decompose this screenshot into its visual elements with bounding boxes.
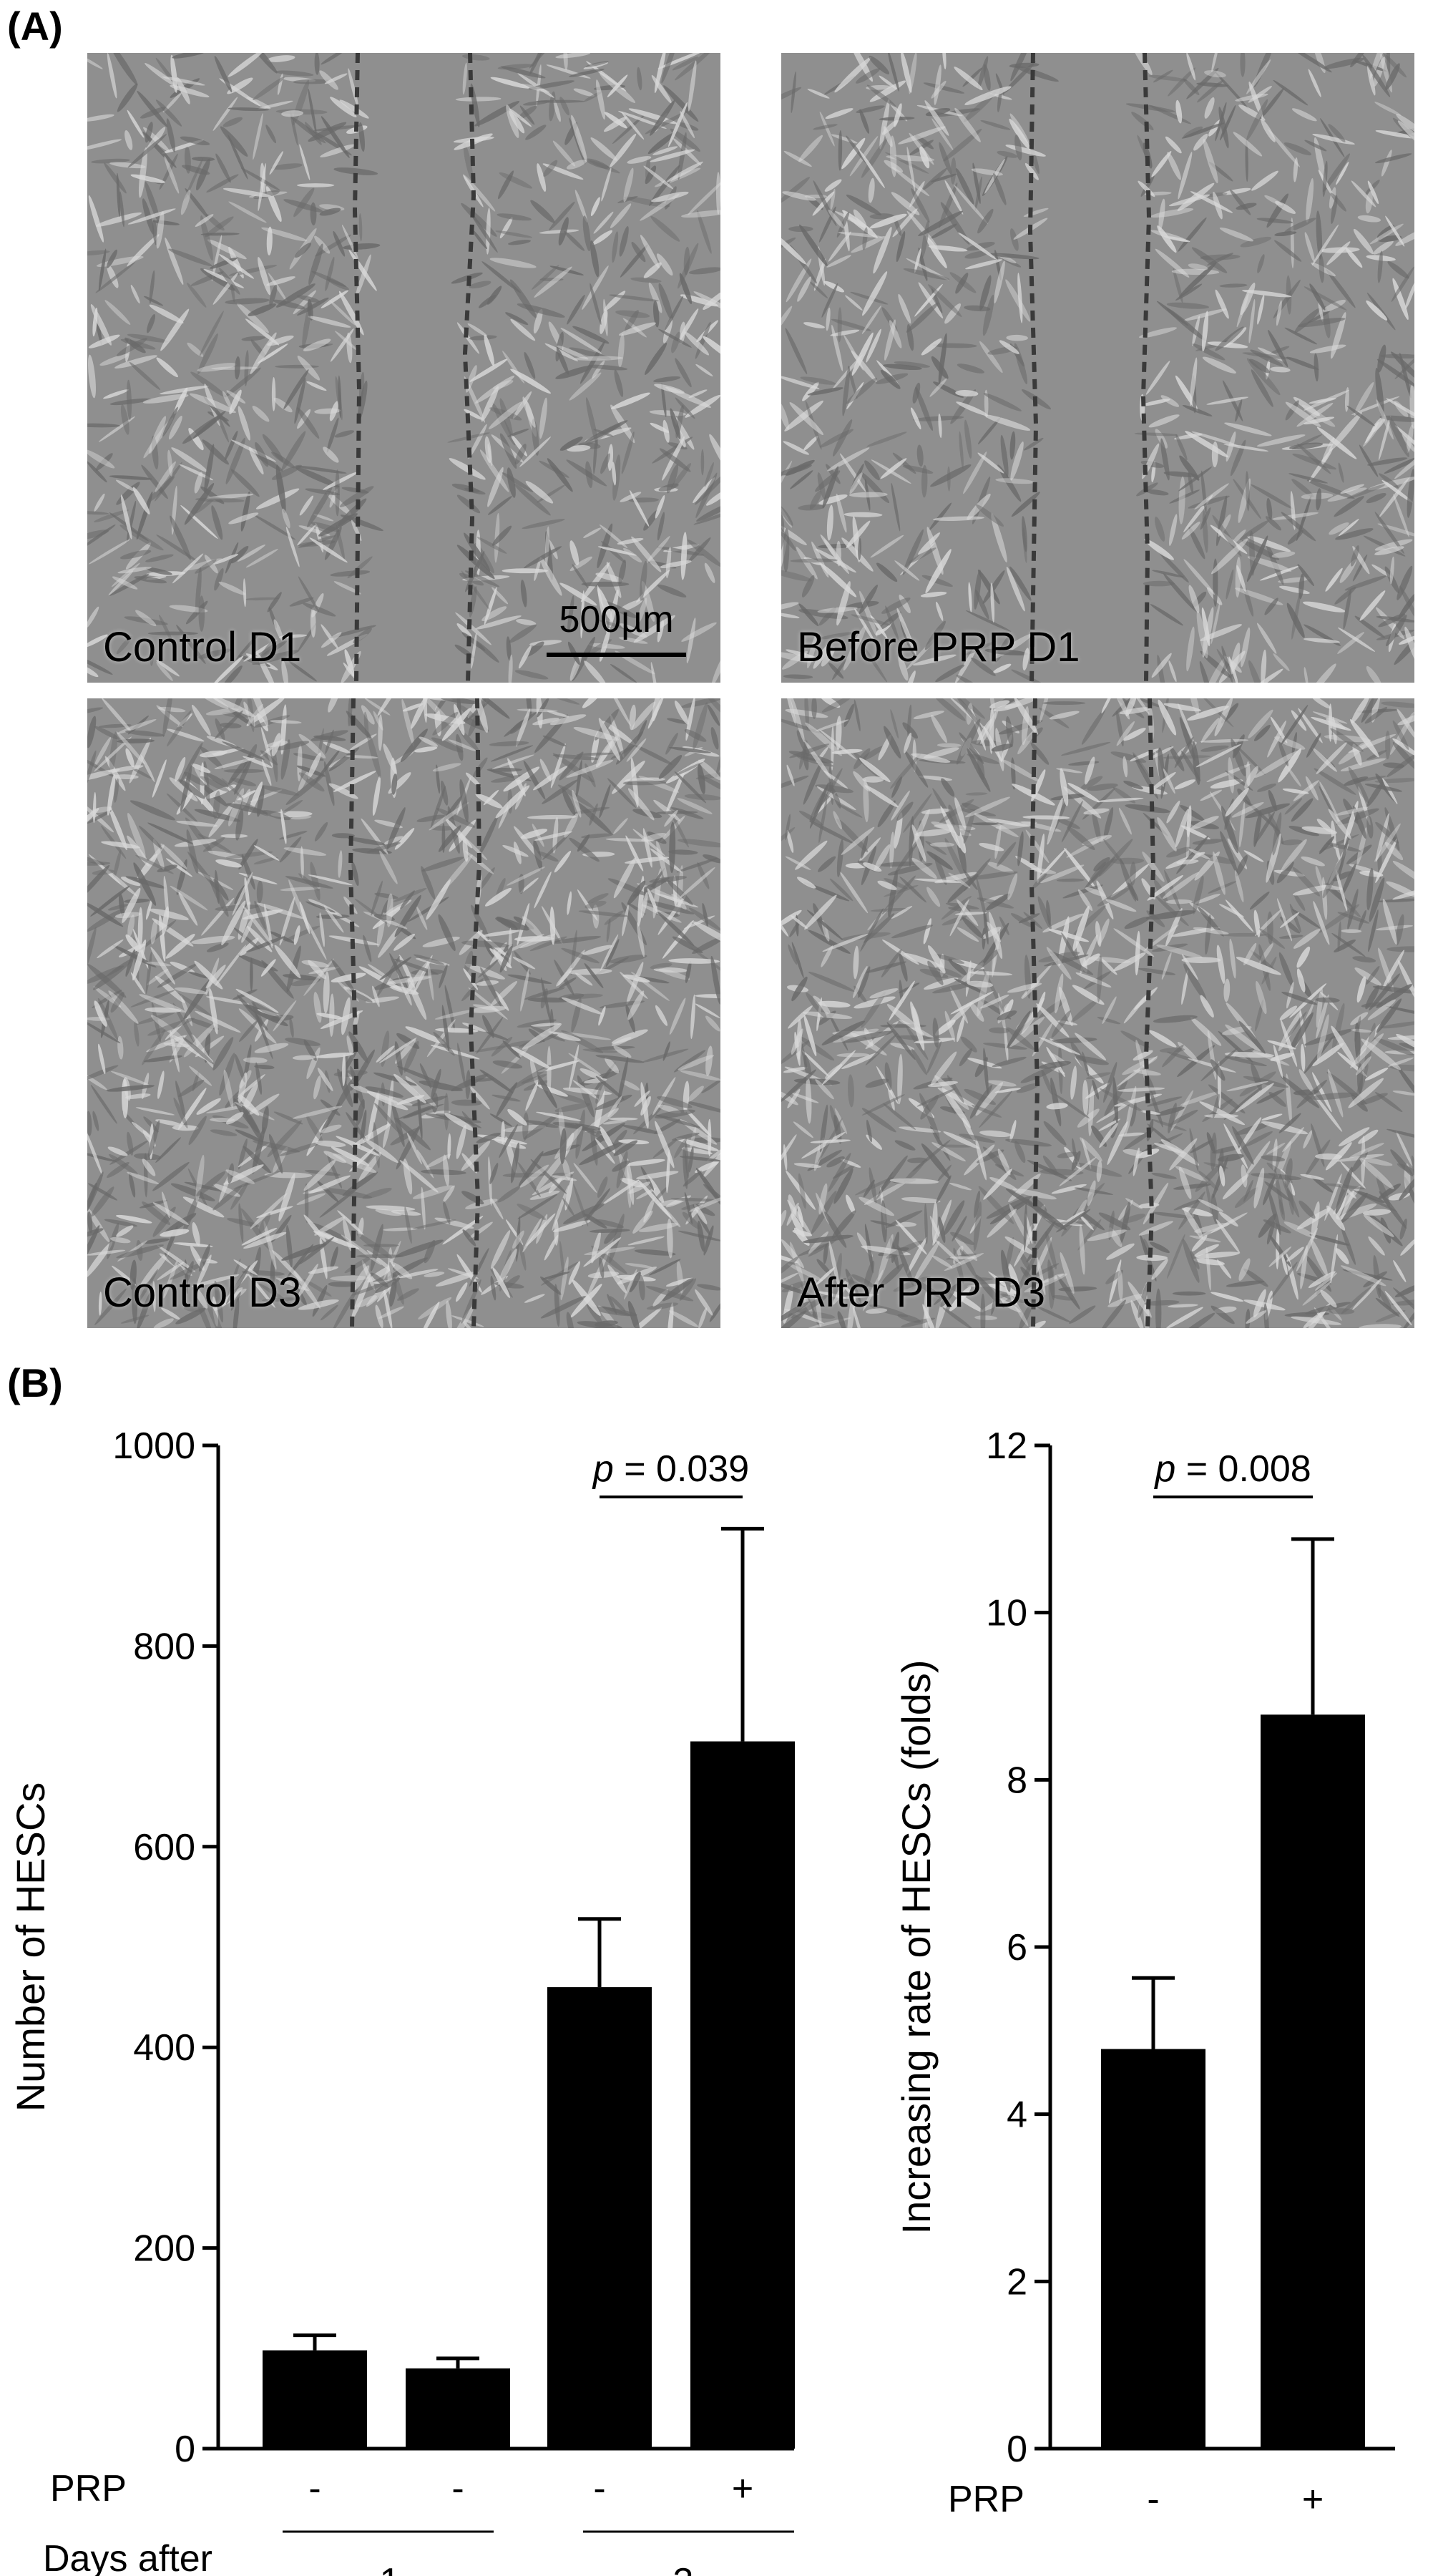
prp-symbol: + (732, 2468, 753, 2509)
micrograph-after-prp-d3: After PRP D3 (781, 698, 1414, 1328)
wound-edges (348, 698, 482, 1328)
group-tick-label: 3 (673, 2561, 694, 2576)
y-axis-label: Number of HESCs (8, 1782, 53, 2112)
prp-row-label: PRP (50, 2468, 127, 2509)
bar (406, 2368, 510, 2449)
cells (87, 53, 720, 683)
scale-bar: 500µm (547, 598, 686, 663)
prp-symbol: - (593, 2468, 605, 2509)
y-tick-label: 0 (1007, 2429, 1027, 2470)
cells (781, 698, 1414, 1328)
prp-row-label: PRP (948, 2479, 1024, 2520)
y-axis-label: Increasing rate of HESCs (folds) (894, 1660, 939, 2235)
y-tick-label: 400 (133, 2027, 195, 2069)
bar (547, 1987, 652, 2449)
y-tick-label: 200 (133, 2228, 195, 2270)
chart-number-of-hescs: 0 200 400 600 800 1000 Number of HESCs p = 0.03… (8, 1425, 795, 2576)
y-tick-label: 8 (1007, 1760, 1027, 1801)
group-tick-label: 1 (380, 2561, 401, 2576)
wound-edges (352, 53, 476, 683)
bar (263, 2350, 367, 2449)
prp-symbol: - (451, 2468, 464, 2509)
chart-increasing-rate: 0 2 4 6 8 10 12 Increasing rate of HESCs (folds… (894, 1425, 1395, 2520)
scale-bar-label: 500µm (559, 599, 674, 640)
micrograph-caption: After PRP D3 (797, 1269, 1046, 1316)
prp-symbol: + (1302, 2479, 1324, 2520)
y-tick-label: 800 (133, 1626, 195, 1667)
p-symbol: p (592, 1448, 614, 1490)
bar (1261, 1714, 1365, 2449)
prp-symbol: - (308, 2468, 321, 2509)
micrograph-control-d1: Control D1 500µm (87, 53, 720, 683)
micrograph-before-prp-d1: Before PRP D1 (781, 53, 1414, 683)
p-value: = 0.008 (1175, 1448, 1311, 1490)
y-tick-label: 600 (133, 1827, 195, 1868)
wound-edges (1027, 53, 1152, 683)
cells (87, 698, 720, 1328)
y-tick-label: 12 (986, 1425, 1027, 1467)
micrograph-control-d3: Control D3 (87, 698, 720, 1328)
y-tick-label: 1000 (112, 1425, 195, 1467)
cell-field (781, 53, 1414, 683)
wound-edges (1029, 698, 1156, 1328)
y-tick-label: 2 (1007, 2261, 1027, 2303)
p-value-label: p = 0.008 (1153, 1448, 1311, 1490)
p-symbol: p (1153, 1448, 1175, 1490)
prp-symbol: - (1147, 2479, 1159, 2520)
panel-a-label: (A) (7, 4, 63, 49)
bar (690, 1741, 795, 2449)
cells (781, 53, 1414, 683)
panel-b-label: (B) (7, 1360, 63, 1405)
p-value-label: p = 0.039 (592, 1448, 749, 1490)
micrograph-caption: Control D1 (103, 624, 302, 670)
cell-field (87, 698, 720, 1328)
bar (1101, 2049, 1205, 2449)
days-label-line1: Days after (43, 2538, 212, 2576)
p-value: = 0.039 (614, 1448, 749, 1490)
y-tick-label: 6 (1007, 1927, 1027, 1968)
micrograph-caption: Control D3 (103, 1269, 302, 1316)
y-tick-label: 0 (175, 2429, 195, 2470)
cell-field (87, 53, 720, 683)
scale-bar-line (547, 653, 686, 657)
y-tick-label: 4 (1007, 2094, 1027, 2136)
cell-field (781, 698, 1414, 1328)
y-tick-label: 10 (986, 1593, 1027, 1634)
micrograph-caption: Before PRP D1 (797, 624, 1080, 670)
